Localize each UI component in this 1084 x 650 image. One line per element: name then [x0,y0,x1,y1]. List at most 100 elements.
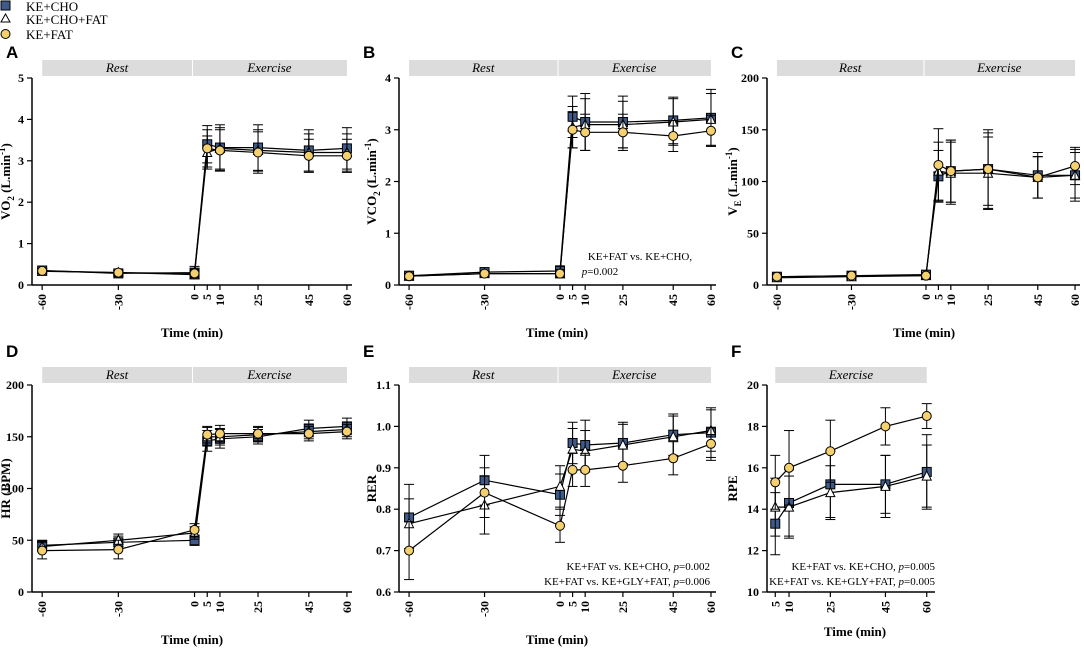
legend-marker-ke-cho-fat [0,12,11,23]
annotation-value: =0.005 [904,561,935,573]
y-tick-label-a: 3 [18,154,24,168]
y-tick-label-c: 200 [741,71,759,85]
legend-label-ke-fat: KE+FAT [26,27,73,42]
data-point [617,127,628,138]
x-tick-label-e: 0 [553,601,567,607]
y-tick-label-b: 4 [385,71,391,85]
x-tick-label-e: 5 [566,601,580,607]
data-point [983,164,994,175]
data-point [404,545,415,556]
data-point [214,145,225,156]
exercise-band-e [558,367,711,383]
series-line [408,429,712,525]
annotation-text: KE+FAT vs. KE+CHO, [566,561,673,573]
x-axis-label-f: Time (min) [824,624,886,639]
rest-band-d [42,367,193,383]
y-axis-label-d: HR (BPM) [0,458,13,518]
x-tick-label-f: 10 [782,601,796,613]
y-tick-label-f: 18 [747,419,759,433]
exercise-band-c [924,60,1076,76]
y-axis-label-close: ) [364,138,379,142]
y-tick-label-f: 16 [747,461,759,475]
exercise-label-f: Exercise [828,367,873,382]
x-tick-label-c: 10 [944,294,958,306]
x-tick-label-d: 10 [213,601,227,613]
x-tick-label-c: 5 [931,294,945,300]
x-axis-label-d: Time (min) [161,632,223,647]
x-axis-label-e: Time (min) [526,632,588,647]
exercise-band-a [193,60,347,76]
data-point [921,469,933,481]
x-tick-label-e: 45 [666,601,680,613]
legend-marker-ke-fat [0,29,11,39]
x-tick-label-b: 45 [666,294,680,306]
annotation-p: p [673,561,680,573]
panel-e: E Rest Exercise 0.6 0.7 0.8 0.9 1.0 1.1 -60 -30 051… [363,342,718,647]
data-point [1032,172,1043,183]
data-point [202,429,213,440]
series-c-ke-cho-fat [771,136,1081,283]
annotation-value: =0.006 [679,576,710,588]
annotation-text: KE+FAT vs. KE+CHO, [791,561,898,573]
x-tick-label-d: 0 [188,601,202,607]
data-point [567,124,578,135]
y-tick-label-a: 2 [18,195,24,209]
y-tick-label-f: 20 [747,378,759,392]
x-tick-label-b: 60 [704,294,718,306]
exercise-band-d [193,367,347,383]
y-tick-label-c: 0 [753,278,759,292]
series-line [42,425,347,546]
series-line [776,170,1076,279]
y-tick-label-e: 0.6 [376,585,391,599]
rest-label-c: Rest [838,60,862,75]
exercise-band-b [558,60,711,76]
y-axis-label-f: RPE [725,476,740,502]
y-axis-label-unit: (L.min [0,154,13,196]
stat-annotation-b: p=0.002 [581,266,618,278]
series-line [774,471,927,525]
data-point [567,464,578,475]
y-tick-label-c: 100 [741,175,759,189]
data-point [784,462,795,473]
data-point [668,453,679,464]
x-tick-label-c: 0 [919,294,933,300]
data-point [770,477,781,488]
x-tick-label-e: -60 [402,601,416,617]
legend-label-ke-cho: KE+CHO [26,0,78,14]
data-point [920,270,931,281]
x-tick-label-c: 45 [1031,294,1045,306]
exercise-label-a: Exercise [246,60,291,75]
x-tick-label-f: 5 [768,601,782,607]
data-point [189,524,200,535]
exercise-label-e: Exercise [611,367,656,382]
x-tick-label-e: -30 [478,601,492,617]
series-line [775,475,927,508]
x-tick-label-a: 5 [200,294,214,300]
y-tick-label-a: 1 [18,237,24,251]
annotation-p: p [581,266,588,278]
series-line [409,115,712,277]
y-tick-label-e: 0.8 [376,502,391,516]
annotation-value: =0.005 [904,576,935,588]
legend: KE+CHO KE+CHO+FAT KE+FAT [0,0,108,42]
series-line [776,168,1075,278]
x-tick-label-c: -30 [844,294,858,310]
y-axis-label-c: VE (L.min-1) [724,147,743,215]
y-axis-label-close: ) [725,147,740,151]
rest-label-e: Rest [471,367,495,382]
x-tick-label-c: -60 [770,294,784,310]
y-axis-label-close: ) [0,143,13,147]
annotation-p: p [673,576,680,588]
stat-annotation-e: KE+FAT vs. KE+CHO, p=0.002 [566,561,710,573]
x-tick-label-c: 25 [981,294,995,306]
data-point [846,270,857,281]
exercise-label-b: Exercise [611,60,656,75]
y-tick-label-d: 150 [6,430,24,444]
series-line [408,432,712,519]
data-point [1070,160,1081,171]
series-line [42,428,347,548]
y-axis-label-exp: -1 [724,151,734,159]
